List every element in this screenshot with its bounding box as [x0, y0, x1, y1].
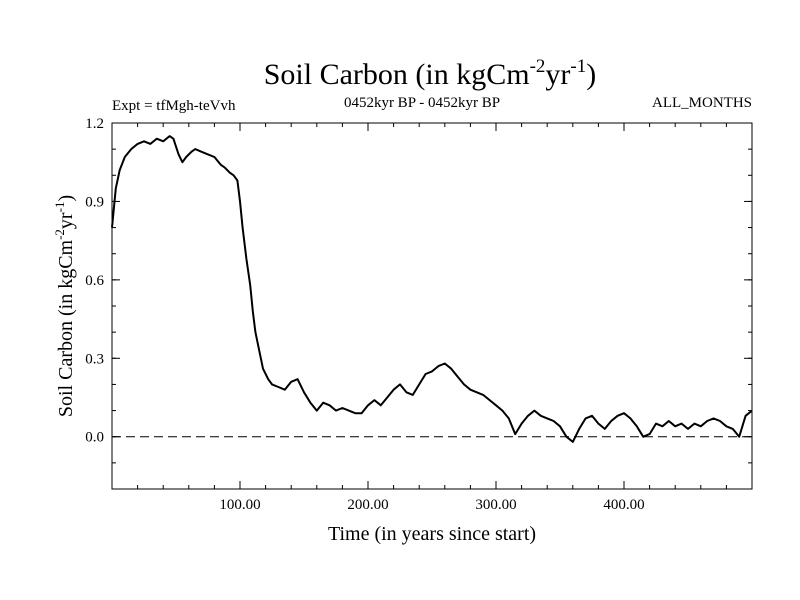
y-tick-label: 0.9 — [85, 194, 104, 210]
x-tick-label: 200.00 — [347, 497, 388, 513]
chart-title-end: ) — [586, 58, 596, 91]
x-axis-label: Time (in years since start) — [328, 523, 536, 545]
chart-title-sup2: -1 — [570, 56, 586, 77]
chart-title-sup1: -2 — [530, 56, 546, 77]
y-tick-label: 0.3 — [85, 351, 104, 367]
x-tick-label: 300.00 — [475, 497, 516, 513]
y-tick-label: 1.2 — [85, 116, 104, 132]
y-axis: 0.0 0.3 0.6 0.9 1.2 — [85, 116, 752, 446]
y-tick-label: 0.6 — [85, 273, 104, 289]
expt-label: Expt = tfMgh-teVvh — [112, 98, 236, 114]
months-label: ALL_MONTHS — [652, 95, 752, 111]
y-axis-label: Soil Carbon (in kgCm-2yr-1) — [52, 195, 77, 417]
soil-carbon-series-line — [111, 135, 753, 443]
y-tick-label: 0.0 — [85, 430, 104, 446]
period-label: 0452kyr BP - 0452kyr BP — [344, 95, 500, 111]
chart-title: Soil Carbon (in kgCm-2yr-1) — [264, 56, 597, 91]
minor-ticks — [112, 122, 752, 490]
chart-title-main: Soil Carbon (in kgCm — [264, 58, 530, 91]
x-axis: 100.00 200.00 300.00 400.00 — [219, 123, 645, 513]
x-tick-label: 400.00 — [603, 497, 644, 513]
x-tick-label: 100.00 — [219, 497, 260, 513]
plot-frame — [111, 122, 753, 490]
chart-title-mid: yr — [545, 58, 570, 91]
